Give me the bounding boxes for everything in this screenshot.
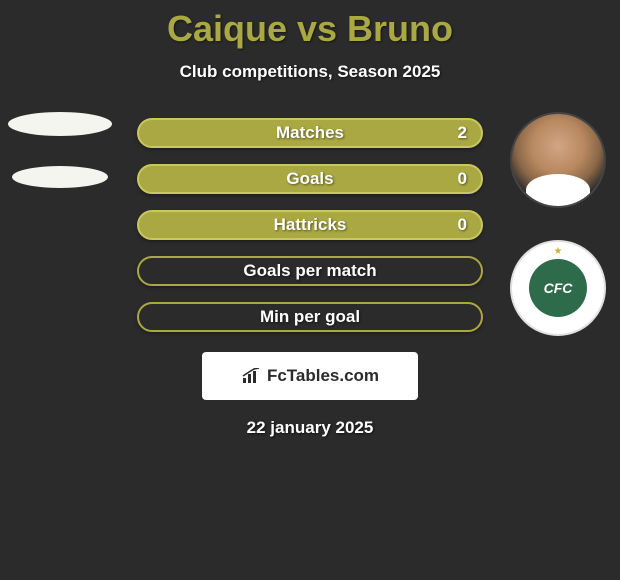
stat-bar: Min per goal	[137, 302, 483, 332]
player1-club-placeholder	[12, 166, 108, 188]
comparison-title: Caique vs Bruno	[0, 0, 620, 50]
chart-icon	[241, 368, 261, 384]
stat-bar-label: Matches	[276, 123, 344, 143]
stat-bar-value: 0	[458, 169, 467, 189]
stat-bar-label: Goals	[286, 169, 333, 189]
club-logo-text: CFC	[529, 259, 587, 317]
right-player-avatars: CFC	[510, 112, 606, 336]
date-label: 22 january 2025	[0, 418, 620, 438]
stat-bar-label: Min per goal	[260, 307, 360, 327]
left-player-avatars	[8, 112, 112, 188]
content-area: CFC Matches 2 Goals 0 Hattricks 0 Goals per ma…	[0, 112, 620, 438]
watermark-text: FcTables.com	[267, 366, 379, 386]
player2-avatar	[510, 112, 606, 208]
stat-bar: Matches 2	[137, 118, 483, 148]
stat-bar: Goals per match	[137, 256, 483, 286]
stat-bar: Goals 0	[137, 164, 483, 194]
stat-bar-value: 2	[458, 123, 467, 143]
comparison-subtitle: Club competitions, Season 2025	[0, 62, 620, 82]
stats-bars: Matches 2 Goals 0 Hattricks 0 Goals per match M…	[137, 112, 483, 332]
watermark: FcTables.com	[202, 352, 418, 400]
stat-bar-label: Hattricks	[274, 215, 347, 235]
stat-bar: Hattricks 0	[137, 210, 483, 240]
player1-avatar-placeholder	[8, 112, 112, 136]
stat-bar-label: Goals per match	[243, 261, 376, 281]
stat-bar-value: 0	[458, 215, 467, 235]
player2-club-logo: CFC	[510, 240, 606, 336]
